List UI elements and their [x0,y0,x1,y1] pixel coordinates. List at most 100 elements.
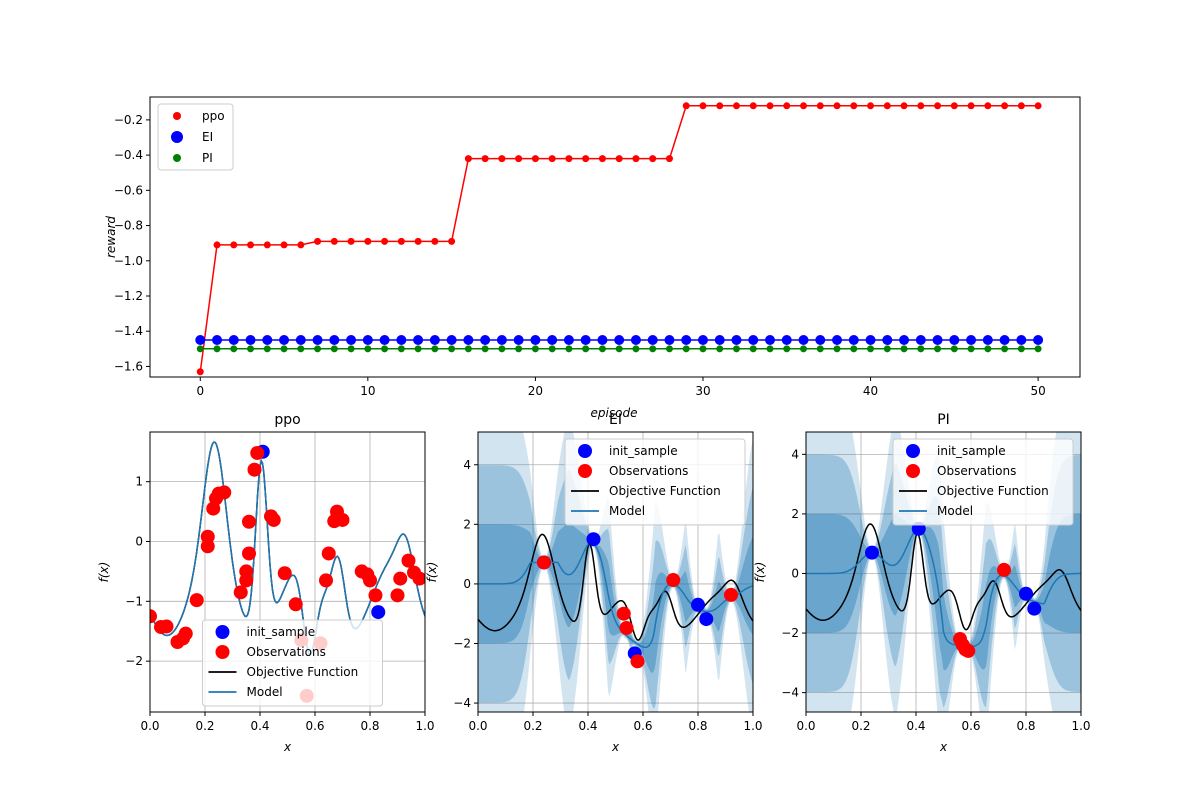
point-PI [1017,345,1025,353]
point-EI [245,335,256,346]
point-EI [530,335,541,346]
point-ppo [364,237,372,245]
observation-point [277,566,292,581]
point-EI [346,335,357,346]
point-PI [431,345,439,353]
y-axis-label: f(x) [425,562,439,583]
point-ppo [330,237,338,245]
point-ppo [615,155,623,163]
y-tick-label: −1 [125,594,143,608]
x-tick-label: 1.0 [1071,719,1090,733]
legend-label: Observations [609,464,688,478]
point-EI [915,335,926,346]
y-tick-label: −1.6 [114,359,143,373]
point-PI [582,345,590,353]
point-EI [295,335,306,346]
observation-point [239,564,254,579]
init-sample-point [1027,601,1042,616]
point-PI [883,345,891,353]
observation-point [266,512,281,527]
point-ppo [1017,102,1025,110]
point-PI [515,345,523,353]
point-EI [681,335,692,346]
init-sample-point [586,532,601,547]
x-tick-label: 0.6 [961,719,980,733]
point-EI [899,335,910,346]
point-ppo [314,237,322,245]
point-PI [833,345,841,353]
legend-box [202,619,383,707]
point-PI [649,345,657,353]
plot-frame [477,431,754,713]
point-ppo [481,155,489,163]
ppo-chart: 0.0 0.2 0.4 0.6 0.8 1.0 −2 −1 0 1 x f(x) ppo init_sam… [97,412,435,754]
legend-marker-init-sample [215,625,230,639]
point-ppo [565,155,573,163]
point-ppo [900,102,908,110]
point-ppo [833,102,841,110]
observation-point [616,606,631,621]
x-tick-label: 1.0 [743,719,762,733]
point-PI [196,345,204,353]
point-ppo [196,368,204,376]
x-axis-label: x [939,740,948,754]
point-ppo [632,155,640,163]
y-tick-label: −0.8 [114,219,143,233]
point-EI [966,335,977,346]
point-EI [429,335,440,346]
objective-function-line [478,533,753,642]
observation-point [997,562,1011,577]
point-EI [446,335,457,346]
point-ppo [297,241,305,249]
observation-point [178,626,193,641]
observation-point [363,573,377,588]
legend-label: Observations [937,464,1016,478]
point-EI [798,335,809,346]
point-PI [448,345,456,353]
observation-point [242,514,256,529]
y-axis-label: f(x) [753,562,767,583]
point-PI [716,345,724,353]
point-PI [783,345,791,353]
point-EI [949,335,960,346]
point-PI [850,345,858,353]
point-PI [464,345,472,353]
x-tick-label: 0.6 [633,719,652,733]
legend-marker-init-sample [578,444,592,458]
point-PI [816,345,824,353]
point-EI [362,335,373,346]
point-EI [614,335,625,346]
observation-point [242,546,256,561]
point-ppo [381,237,389,245]
point-EI [630,335,641,346]
point-EI [212,335,223,346]
y-tick-label: −1.2 [114,289,143,303]
y-tick-label: −0.2 [114,113,143,127]
subplot-title: PI [937,412,950,428]
point-ppo [950,102,958,110]
init-sample-point [865,545,879,560]
point-PI [330,345,338,353]
point-EI [262,335,273,346]
observation-point [319,573,333,588]
model-confidence-band [478,432,753,712]
x-tick-label: 1.0 [415,719,434,733]
y-tick-label: 4 [463,458,471,472]
legend-label-ppo: ppo [202,109,225,123]
point-PI [766,345,774,353]
point-EI [312,335,323,346]
point-PI [414,345,422,353]
legend-box [157,103,234,171]
point-ppo [247,241,255,249]
point-EI [932,335,943,346]
x-tick-label: 0.4 [906,719,925,733]
point-EI [647,335,658,346]
legend-marker-observations [578,464,592,478]
point-ppo [263,241,271,249]
point-EI [547,335,558,346]
init-sample-point [371,605,386,620]
y-tick-label: −4 [781,686,799,700]
x-tick-label: 0.0 [140,719,159,733]
x-axis-label: episode [591,406,638,420]
legend-label: Objective Function [609,484,721,498]
